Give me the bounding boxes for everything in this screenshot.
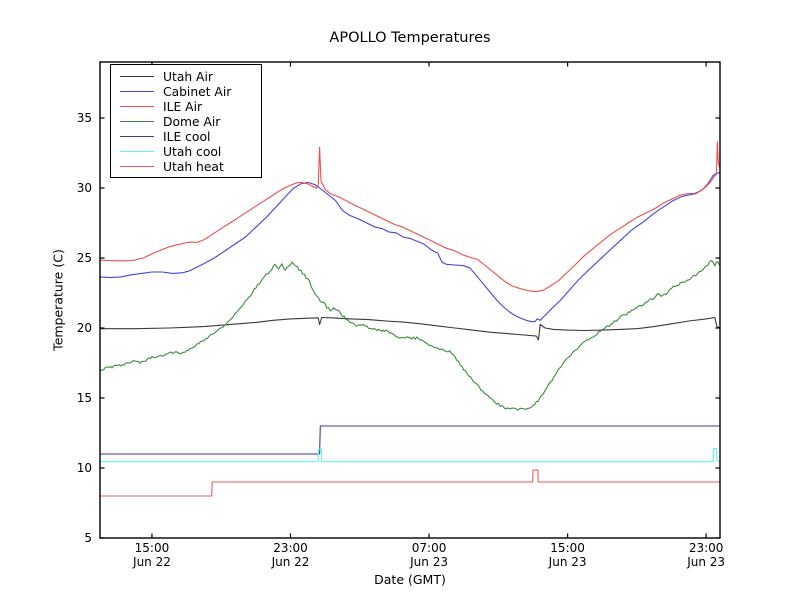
series-line-utah-heat: [100, 469, 720, 497]
legend: Utah Air Cabinet Air ILE Air Dome Air ILE co…: [110, 64, 262, 178]
legend-item-utah-cool: Utah cool: [111, 144, 261, 159]
legend-label: Utah cool: [163, 144, 222, 159]
y-tick-label: 30: [76, 181, 92, 195]
legend-line-swatch: [120, 106, 154, 107]
axes-frame: [99, 61, 721, 539]
legend-item-utah-heat: Utah heat: [111, 159, 261, 174]
legend-item-cabinet-air: Cabinet Air: [111, 84, 261, 99]
legend-line-swatch: [120, 121, 154, 122]
x-axis-label: Date (GMT): [374, 572, 446, 587]
chart-title: APOLLO Temperatures: [329, 30, 491, 46]
legend-line-swatch: [120, 76, 154, 77]
y-axis-label: Temperature (C): [50, 249, 66, 351]
legend-item-ile-air: ILE Air: [111, 99, 261, 114]
legend-line-swatch: [120, 91, 154, 92]
x-tick-label: 23:00 Jun 22: [271, 541, 310, 569]
legend-item-ile-cool: ILE cool: [111, 129, 261, 144]
series-line-utah-cool: [100, 447, 720, 463]
x-tick-label: 23:00 Jun 23: [687, 541, 726, 569]
y-tick-label: 10: [76, 461, 92, 475]
legend-item-dome-air: Dome Air: [111, 114, 261, 129]
y-tick-label: 35: [76, 111, 92, 125]
legend-label: Cabinet Air: [163, 84, 232, 99]
legend-item-utah-air: Utah Air: [111, 69, 261, 84]
series-line-ile-air: [100, 141, 720, 293]
legend-label: Utah Air: [163, 69, 213, 84]
legend-line-swatch: [120, 166, 154, 167]
x-tick-label: 15:00 Jun 23: [548, 541, 587, 569]
legend-line-swatch: [120, 136, 154, 137]
y-tick-label: 15: [76, 391, 92, 405]
legend-line-swatch: [120, 151, 154, 152]
legend-label: Dome Air: [163, 114, 221, 129]
y-tick-label: 25: [76, 251, 92, 265]
legend-label: ILE cool: [163, 129, 211, 144]
legend-label: Utah heat: [163, 159, 224, 174]
y-tick-label: 5: [84, 531, 92, 545]
series-line-ile-cool: [100, 425, 720, 455]
legend-label: ILE Air: [163, 99, 203, 114]
series-line-utah-air: [100, 316, 720, 341]
y-tick-label: 20: [76, 321, 92, 335]
series-line-cabinet-air: [100, 172, 720, 323]
series-line-dome-air: [100, 260, 720, 411]
x-tick-label: 07:00 Jun 23: [410, 541, 448, 569]
x-tick-label: 15:00 Jun 22: [133, 541, 171, 569]
